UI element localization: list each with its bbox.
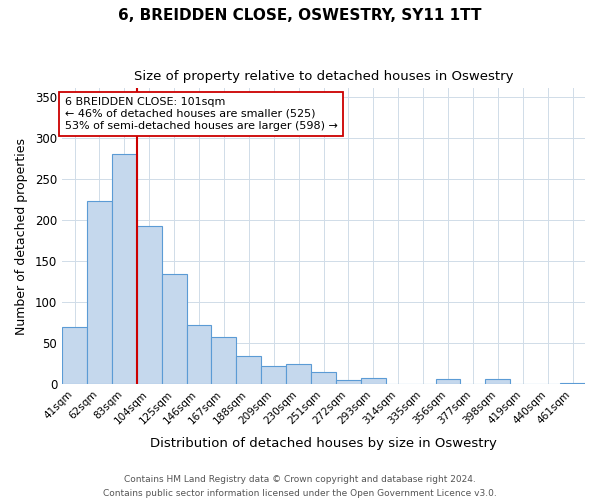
Bar [87,201,112,384]
Bar [261,366,286,384]
Bar [485,379,510,384]
Bar [161,274,187,384]
Y-axis label: Number of detached properties: Number of detached properties [15,138,28,335]
Bar [187,325,211,384]
Bar [137,226,161,384]
Bar [336,380,361,384]
X-axis label: Distribution of detached houses by size in Oswestry: Distribution of detached houses by size … [150,437,497,450]
Title: Size of property relative to detached houses in Oswestry: Size of property relative to detached ho… [134,70,513,83]
Bar [62,326,87,384]
Text: 6, BREIDDEN CLOSE, OSWESTRY, SY11 1TT: 6, BREIDDEN CLOSE, OSWESTRY, SY11 1TT [118,8,482,22]
Bar [112,154,137,384]
Bar [361,378,386,384]
Bar [211,336,236,384]
Bar [436,379,460,384]
Bar [286,364,311,384]
Text: Contains HM Land Registry data © Crown copyright and database right 2024.
Contai: Contains HM Land Registry data © Crown c… [103,476,497,498]
Bar [236,356,261,384]
Bar [311,372,336,384]
Text: 6 BREIDDEN CLOSE: 101sqm
← 46% of detached houses are smaller (525)
53% of semi-: 6 BREIDDEN CLOSE: 101sqm ← 46% of detach… [65,98,337,130]
